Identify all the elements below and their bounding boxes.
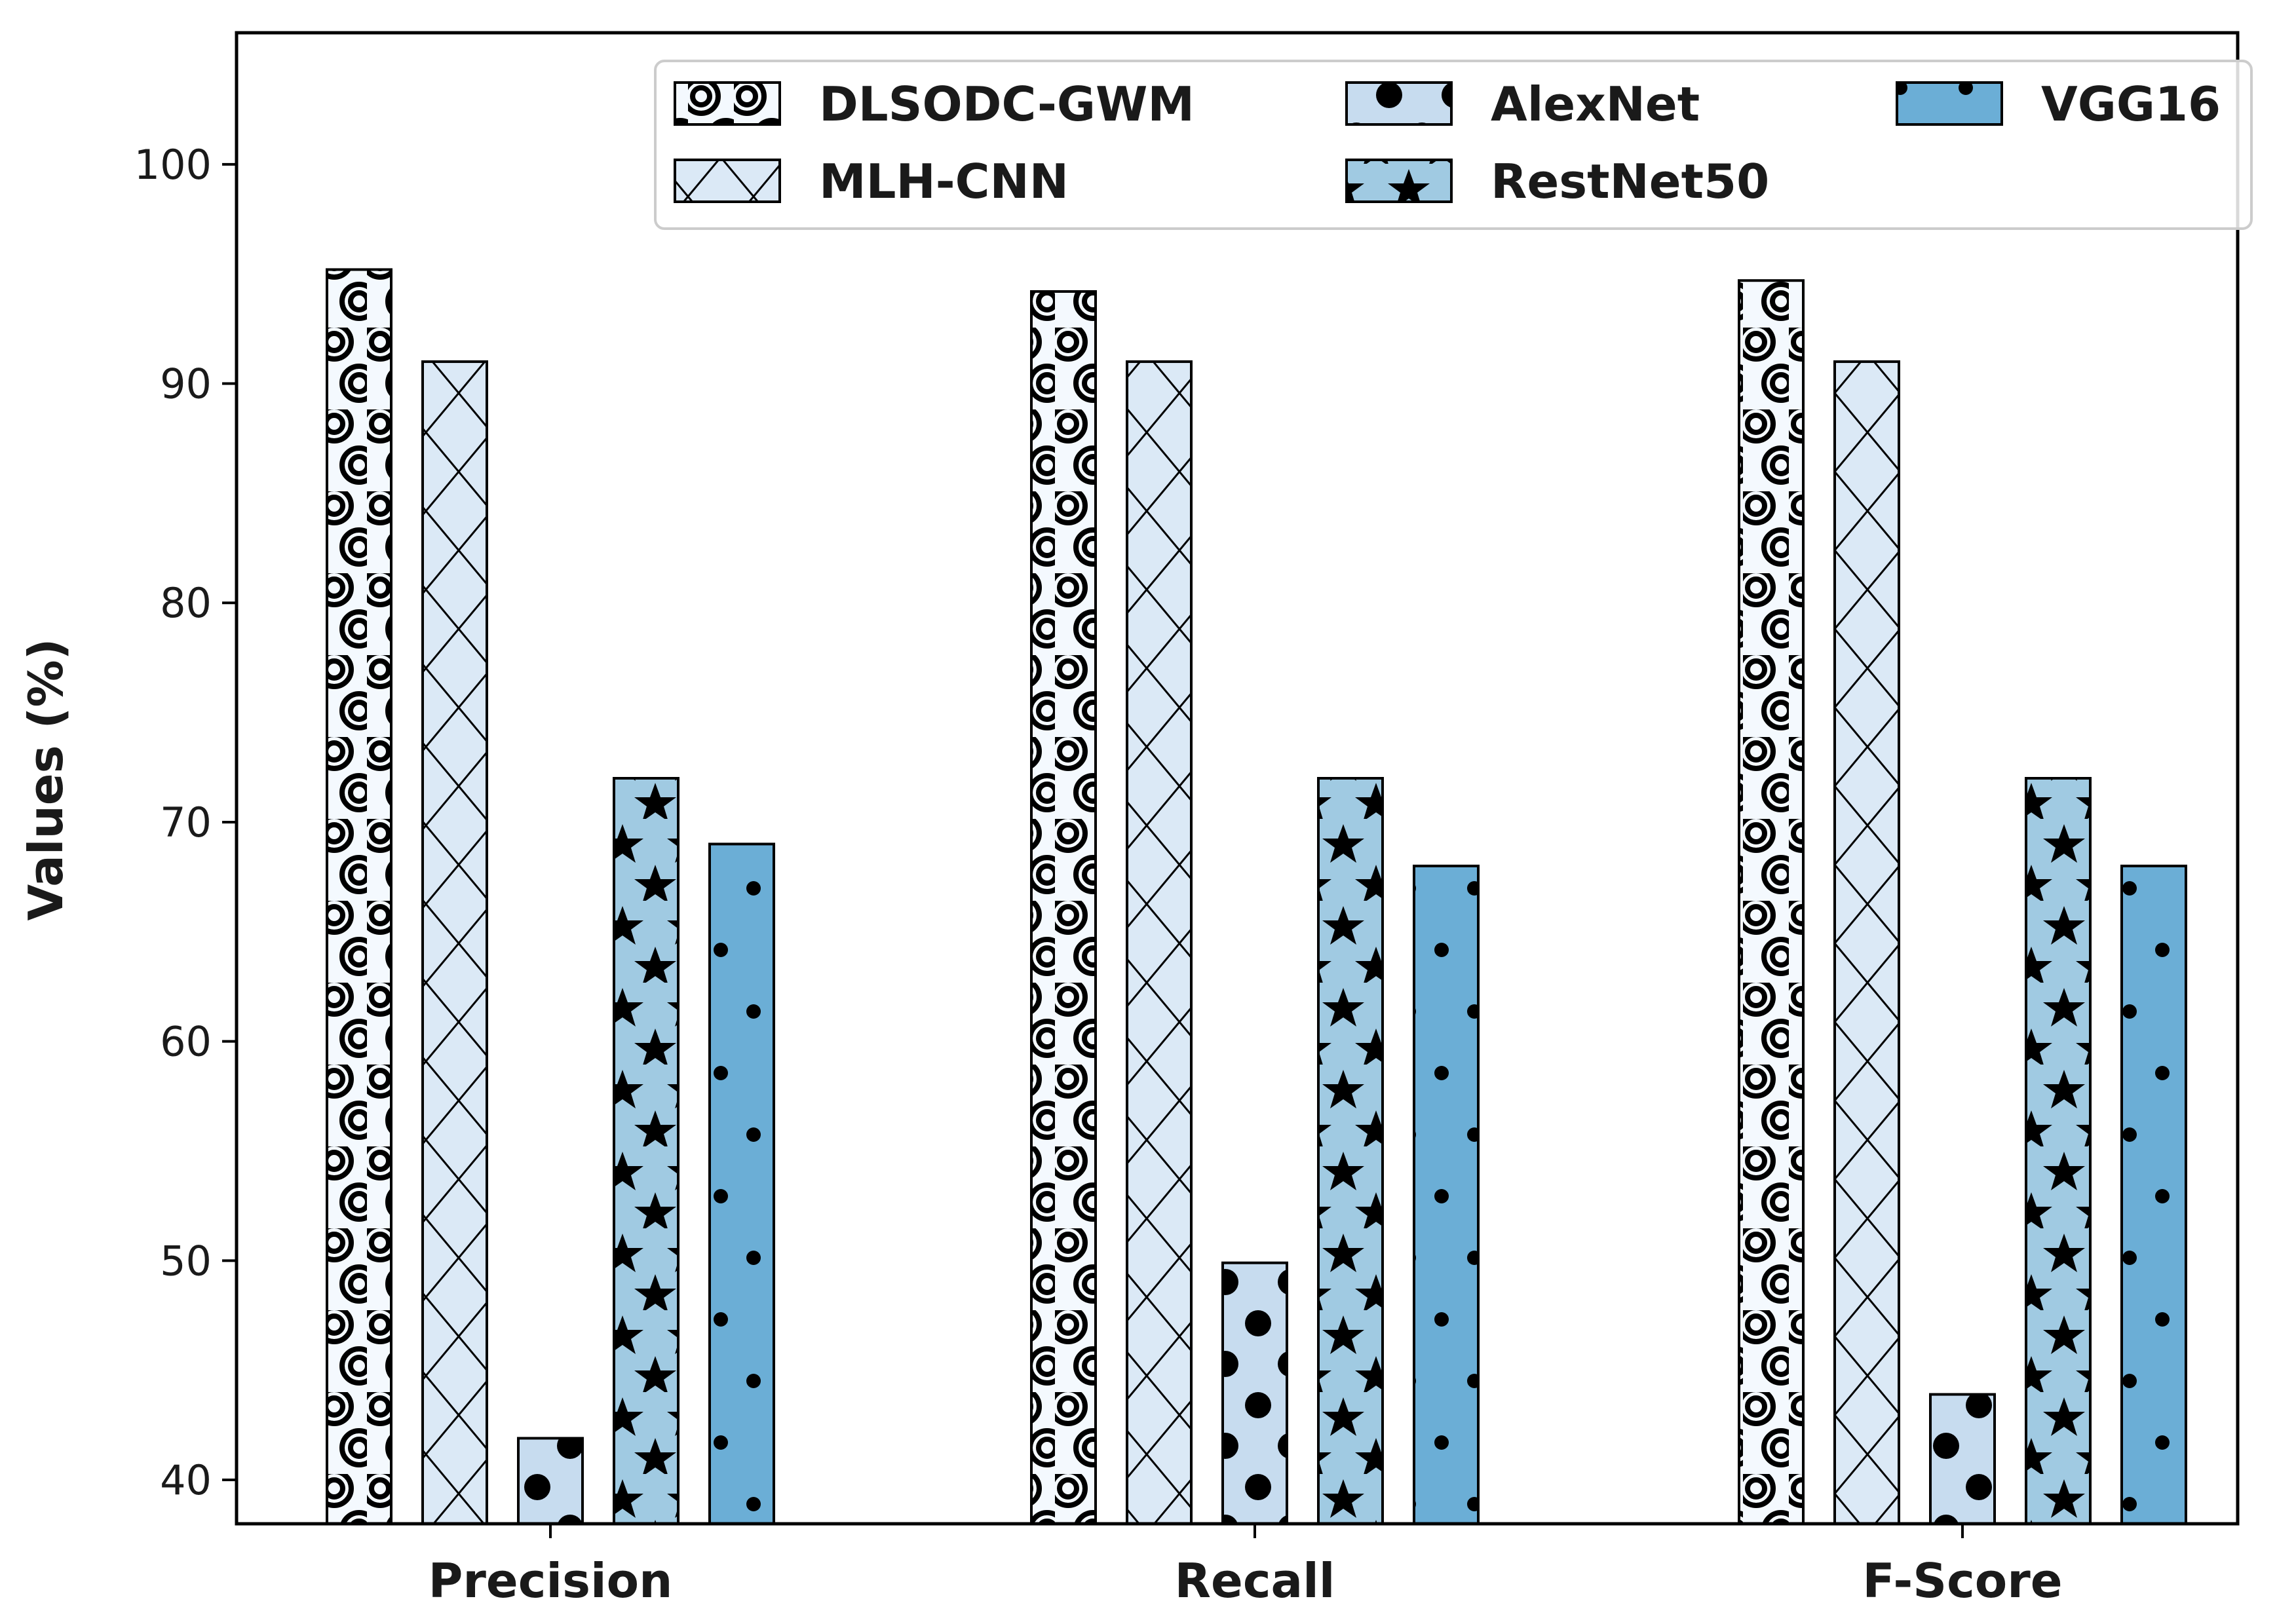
bar-pattern [517,1437,584,1525]
bar-vgg16-precision [708,842,775,1525]
legend: DLSODC-GWM MLH-CNN AlexNet RestNet50 VGG16 [654,60,2253,230]
bar-vgg16-f-score [2120,864,2187,1525]
x-tick-label-precision: Precision [429,1553,673,1608]
legend-entry-dlsodc-gwm: DLSODC-GWM [674,77,1195,132]
bar-mlh-cnn-precision [421,360,488,1525]
bar-vgg16-recall [1413,864,1480,1525]
y-axis-title: Values (%) [18,638,73,920]
x-axis-ticks: Precision Recall F-Score [429,1524,2063,1608]
y-tick-label: 90 [160,360,212,408]
legend-entry-vgg16: VGG16 [1896,77,2221,132]
bar-pattern [1126,360,1193,1525]
x-tick-label-recall: Recall [1175,1553,1335,1608]
legend-swatch [1345,159,1453,203]
bar-pattern [1413,864,1480,1525]
bar-pattern [1833,360,1900,1525]
bar-dlsodc-gwm-precision [326,268,392,1526]
bar-alexnet-precision [517,1437,584,1525]
bar-pattern [1929,1393,1996,1525]
bar-mlh-cnn-f-score [1833,360,1900,1525]
y-tick-label: 70 [160,799,212,846]
bar-pattern [326,268,392,1526]
bar-pattern [2120,864,2187,1525]
bar-dlsodc-gwm-recall [1030,290,1097,1526]
legend-entry-alexnet: AlexNet [1345,77,1700,132]
legend-swatch [1345,81,1453,126]
bar-pattern [1317,777,1384,1525]
legend-label: DLSODC-GWM [819,77,1195,132]
legend-swatch [674,81,781,126]
bar-dlsodc-gwm-f-score [1738,279,1805,1525]
y-axis-ticks: 40 50 60 70 80 90 100 [134,141,237,1504]
bar-mlh-cnn-recall [1126,360,1193,1525]
bar-alexnet-f-score [1929,1393,1996,1525]
legend-swatch [1896,81,2003,126]
legend-swatch [674,159,781,203]
legend-frame [654,60,2253,230]
legend-entry-mlh-cnn: MLH-CNN [674,154,1069,209]
bar-pattern [421,360,488,1525]
bar-pattern [2025,777,2092,1525]
y-tick-label: 80 [160,579,212,627]
bar-restnet50-recall [1317,777,1384,1525]
x-tick-label-f-score: F-Score [1862,1553,2062,1608]
bar-pattern [1030,290,1097,1526]
y-tick-label: 60 [160,1018,212,1066]
legend-label: AlexNet [1491,77,1700,132]
bar-pattern [613,777,679,1525]
bars-layer [326,268,2187,1526]
bar-pattern [1738,279,1805,1525]
y-tick-label: 100 [134,141,212,189]
bar-restnet50-f-score [2025,777,2092,1525]
bar-alexnet-recall [1221,1261,1288,1525]
legend-label: VGG16 [2041,77,2221,132]
plot-frame [235,31,2240,1526]
bar-pattern [1221,1261,1288,1525]
legend-label: MLH-CNN [819,154,1069,209]
legend-label: RestNet50 [1491,154,1769,209]
y-tick-label: 50 [160,1237,212,1285]
y-tick-label: 40 [160,1456,212,1504]
legend-entry-restnet50: RestNet50 [1345,154,1769,209]
bar-pattern [708,842,775,1525]
bar-restnet50-precision [613,777,679,1525]
